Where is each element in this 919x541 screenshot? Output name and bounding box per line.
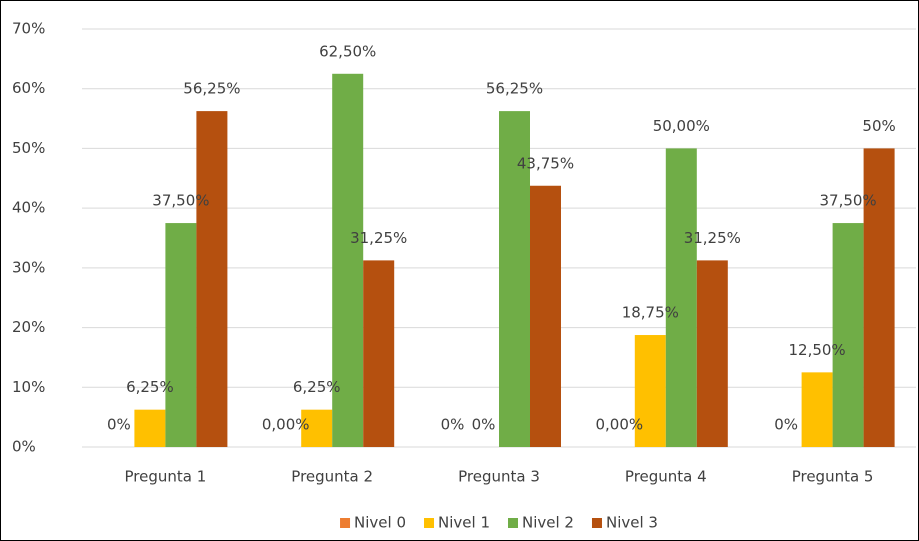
y-tick-label: 10% — [12, 378, 45, 396]
bar — [832, 223, 864, 447]
bar — [301, 409, 333, 447]
data-label: 50,00% — [653, 117, 710, 135]
data-label: 0% — [774, 416, 798, 434]
y-tick-label: 40% — [12, 199, 45, 217]
bar — [530, 185, 561, 447]
x-tick-label: Pregunta 1 — [125, 468, 207, 486]
data-label: 6,25% — [293, 378, 341, 396]
data-label: 62,50% — [319, 42, 376, 60]
x-tick-label: Pregunta 5 — [792, 468, 874, 486]
legend-swatch — [591, 518, 602, 528]
data-label: 12,50% — [788, 341, 845, 359]
legend-swatch — [424, 518, 435, 528]
legend-label: Nivel 0 — [354, 514, 406, 532]
x-tick-label: Pregunta 3 — [458, 468, 540, 486]
x-tick-label: Pregunta 4 — [625, 468, 707, 486]
y-tick-label: 70% — [12, 20, 45, 38]
bar — [165, 223, 197, 447]
legend-label: Nivel 1 — [438, 514, 490, 532]
legend-label: Nivel 2 — [522, 514, 574, 532]
data-label: 37,50% — [819, 192, 876, 210]
bar — [863, 148, 895, 447]
y-tick-label: 0% — [12, 438, 36, 456]
data-label: 50% — [862, 117, 895, 135]
data-label: 0,00% — [262, 416, 310, 434]
bar — [332, 73, 364, 448]
bar — [665, 148, 697, 447]
y-tick-label: 50% — [12, 139, 45, 157]
data-label: 6,25% — [126, 378, 174, 396]
bar — [134, 409, 166, 447]
data-label: 37,50% — [152, 192, 209, 210]
data-label: 31,25% — [350, 229, 407, 247]
data-label: 56,25% — [486, 80, 543, 98]
data-label: 43,75% — [517, 154, 574, 172]
legend-swatch — [340, 518, 351, 528]
data-label: 0% — [441, 416, 465, 434]
legend-label: Nivel 3 — [606, 514, 658, 532]
bar — [634, 335, 666, 447]
x-tick-label: Pregunta 2 — [291, 468, 373, 486]
y-tick-label: 60% — [12, 79, 45, 97]
data-label: 0,00% — [595, 416, 643, 434]
data-label: 0% — [472, 416, 496, 434]
data-label: 31,25% — [684, 229, 741, 247]
legend-swatch — [508, 518, 518, 528]
bar — [801, 372, 833, 447]
data-label: 18,75% — [622, 304, 679, 322]
y-tick-label: 30% — [12, 258, 45, 276]
bar — [363, 260, 395, 447]
data-label: 0% — [107, 416, 131, 434]
data-label: 56,25% — [183, 80, 240, 98]
bar — [696, 260, 728, 447]
y-tick-label: 20% — [12, 318, 45, 336]
bar — [499, 111, 530, 447]
bar — [196, 111, 228, 447]
